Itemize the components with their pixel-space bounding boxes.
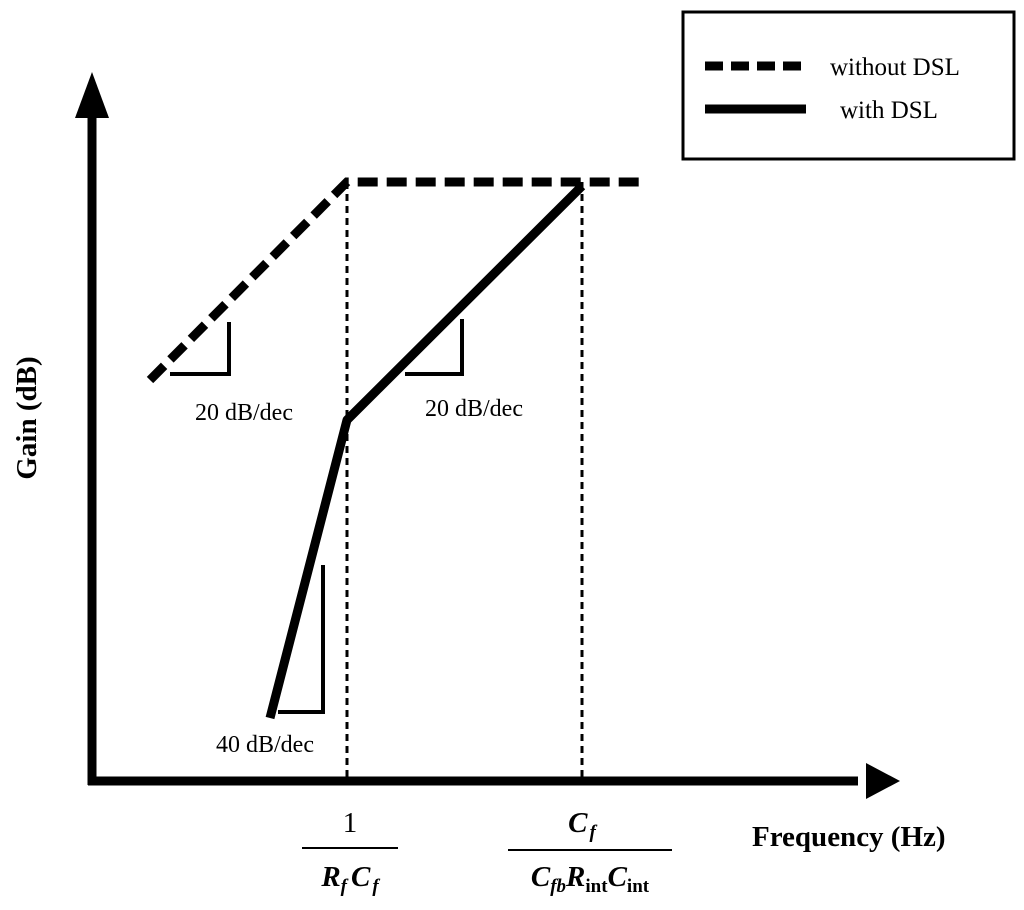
slope-label-2: 20 dB/dec — [425, 396, 523, 422]
den-cf-base: C — [351, 861, 371, 893]
x-axis-label: Frequency (Hz) — [752, 821, 946, 853]
slope-markers — [170, 319, 464, 714]
den-cint-sub: int — [627, 876, 650, 897]
den-rint-base: R — [565, 861, 585, 893]
series-with-dsl — [265, 182, 586, 720]
y-axis-label: Gain (dB) — [11, 356, 43, 479]
legend: without DSL with DSL — [681, 10, 1016, 161]
slope-triangle-3 — [278, 565, 325, 714]
den-cfb-sub: fb — [550, 876, 566, 897]
guide-lines — [345, 182, 584, 781]
axes — [75, 72, 900, 799]
legend-label-without-dsl: without DSL — [830, 54, 960, 81]
slope-triangle-2 — [405, 319, 464, 376]
den-rf-sub: f — [341, 876, 349, 897]
den-cf-sub: f — [372, 876, 380, 897]
num-cf-base: C — [568, 807, 588, 839]
den-cint-base: C — [608, 861, 628, 893]
x-marker-2-denominator: CfbRintCint — [531, 861, 650, 897]
curve-without-dsl — [146, 177, 640, 384]
den-cfb-base: C — [531, 861, 551, 893]
legend-box — [681, 10, 1016, 161]
x-marker-1-numerator: 1 — [343, 807, 358, 839]
y-axis-arrow-icon — [75, 72, 109, 118]
x-axis-arrow-icon — [866, 763, 900, 799]
slope-triangle-1 — [170, 322, 231, 376]
den-rint-sub: int — [585, 876, 608, 897]
slope-label-3: 40 dB/dec — [216, 732, 314, 758]
series-without-dsl — [146, 177, 640, 384]
curve-with-dsl — [265, 182, 586, 720]
slope-label-1: 20 dB/dec — [195, 400, 293, 426]
legend-label-with-dsl: with DSL — [840, 97, 938, 124]
num-cf-sub: f — [590, 822, 598, 843]
den-rf-base: R — [320, 861, 340, 893]
